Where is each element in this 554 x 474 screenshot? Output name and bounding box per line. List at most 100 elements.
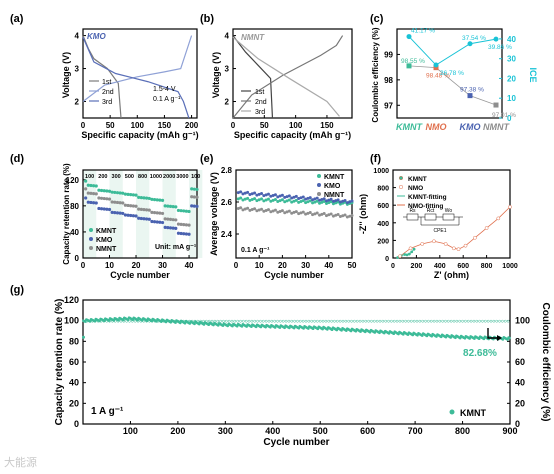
retention-point-nmnt <box>174 218 178 222</box>
rate-label: 1000 <box>150 174 162 180</box>
retention-point-g <box>420 334 424 337</box>
avg-voltage-point-nmnt <box>315 211 319 215</box>
retention-point-g <box>103 319 106 323</box>
avg-voltage-point-kmo <box>299 196 303 200</box>
retention-point-kmo <box>99 207 104 211</box>
avg-voltage-point-kmo <box>318 198 322 202</box>
legend-marker-e <box>317 174 321 178</box>
retention-point-kmnt <box>113 190 117 195</box>
avg-voltage-point-kmo <box>306 196 310 200</box>
ce-point <box>404 319 407 323</box>
avg-voltage-point-kmo <box>285 195 289 199</box>
avg-voltage-point-nmnt <box>266 208 270 212</box>
avg-voltage-point-kmnt <box>280 198 284 202</box>
circuit-label: Rct <box>427 208 435 214</box>
ce-point <box>412 319 416 323</box>
retention-point-g <box>354 329 358 333</box>
avg-voltage-point-nmnt <box>320 212 324 216</box>
avg-voltage-point-kmo <box>324 199 328 203</box>
legend-marker-e <box>317 192 321 196</box>
x-axis-label-g: Cycle number <box>263 437 329 448</box>
avg-voltage-point-kmo <box>236 191 240 195</box>
avg-voltage-point-kmo <box>271 193 275 197</box>
annotation-kmo: KMO <box>87 32 106 41</box>
circuit-element <box>406 213 419 221</box>
retention-point-g <box>501 338 505 341</box>
retention-point-kmo <box>179 231 183 236</box>
ce-point <box>466 319 470 323</box>
avg-voltage-point-nmnt <box>271 209 275 213</box>
retention-point-kmnt <box>142 196 146 200</box>
y-axis-b-tick-label: 4 <box>225 32 230 41</box>
retention-point-g <box>292 326 296 330</box>
avg-voltage-point-nmnt <box>283 211 287 215</box>
y-axis-b-tick-label: 2 <box>225 98 230 107</box>
ce-point <box>495 319 499 323</box>
retention-point-nmnt <box>99 196 104 200</box>
retention-point-kmnt <box>115 191 120 195</box>
retention-point-kmo <box>94 201 98 205</box>
retention-point-kmnt <box>92 184 96 188</box>
retention-point-nmnt <box>192 195 196 199</box>
ce-point <box>341 319 345 323</box>
retention-point-g <box>311 327 315 331</box>
avg-voltage-point-kmnt <box>320 200 324 204</box>
avg-voltage-point-nmnt <box>318 213 322 217</box>
legend-marker-e <box>317 183 321 187</box>
retention-point-nmnt <box>92 191 96 196</box>
nmo-eis-point <box>451 246 456 251</box>
avg-voltage-point-kmo <box>336 198 340 202</box>
ce-point <box>498 319 501 323</box>
avg-voltage-point-kmnt <box>262 199 266 203</box>
avg-voltage-point-kmnt <box>246 196 250 200</box>
ce-point <box>358 319 362 323</box>
ce-point <box>330 319 333 323</box>
avg-voltage-point-kmo <box>341 199 345 203</box>
avg-voltage-point-kmo <box>315 196 319 200</box>
category-label-nmo: NMO <box>426 122 447 132</box>
retention-point-g <box>458 336 462 340</box>
retention-point-g <box>131 318 135 322</box>
voltage-curve-3 <box>232 36 340 117</box>
avg-voltage-point-nmnt <box>285 210 289 214</box>
retention-point-g <box>349 329 353 333</box>
retention-point-kmnt <box>187 209 191 214</box>
ce-point <box>384 319 388 323</box>
retention-point-kmnt <box>155 198 159 202</box>
retention-point-g <box>212 323 215 327</box>
avg-voltage-point-kmo <box>311 198 315 202</box>
retention-point-nmnt <box>168 217 173 222</box>
ce-point <box>281 319 285 323</box>
retention-point-g <box>444 335 448 339</box>
legend-marker-g <box>449 409 455 415</box>
avg-voltage-point-nmnt <box>322 212 326 216</box>
ce-point <box>256 319 259 323</box>
ce-point <box>224 319 228 323</box>
avg-voltage-point-nmnt <box>313 212 317 216</box>
y-axis-f-tick-label: 1000 <box>373 168 389 175</box>
x-axis-d-tick-label: 40 <box>185 261 194 270</box>
retention-point-g <box>477 337 481 341</box>
retention-point-kmnt <box>174 205 178 209</box>
retention-point-g <box>401 333 405 336</box>
avg-voltage-point-kmo <box>294 194 298 198</box>
retention-point-nmnt <box>86 191 90 195</box>
retention-point-nmnt <box>115 200 120 205</box>
plot-frame-f <box>392 169 511 259</box>
ce-point <box>392 319 396 323</box>
avg-voltage-point-nmnt <box>248 208 252 212</box>
avg-voltage-point-kmo <box>264 193 268 197</box>
legend-label-b: 1st <box>255 89 264 96</box>
avg-voltage-point-kmnt <box>278 199 282 203</box>
retention-point-g <box>411 333 415 337</box>
avg-voltage-point-kmnt <box>255 199 259 203</box>
y-axis-g-tick-label: 0 <box>74 419 79 429</box>
nmo-eis-point <box>463 243 468 248</box>
retention-point-kmo <box>126 213 130 217</box>
avg-voltage-point-kmo <box>239 190 243 194</box>
legend-label-d: KMNT <box>96 228 117 235</box>
retention-point-nmnt <box>150 210 154 214</box>
retention-point-g <box>98 319 101 323</box>
avg-voltage-point-nmnt <box>343 213 347 217</box>
ce-point <box>478 319 481 323</box>
